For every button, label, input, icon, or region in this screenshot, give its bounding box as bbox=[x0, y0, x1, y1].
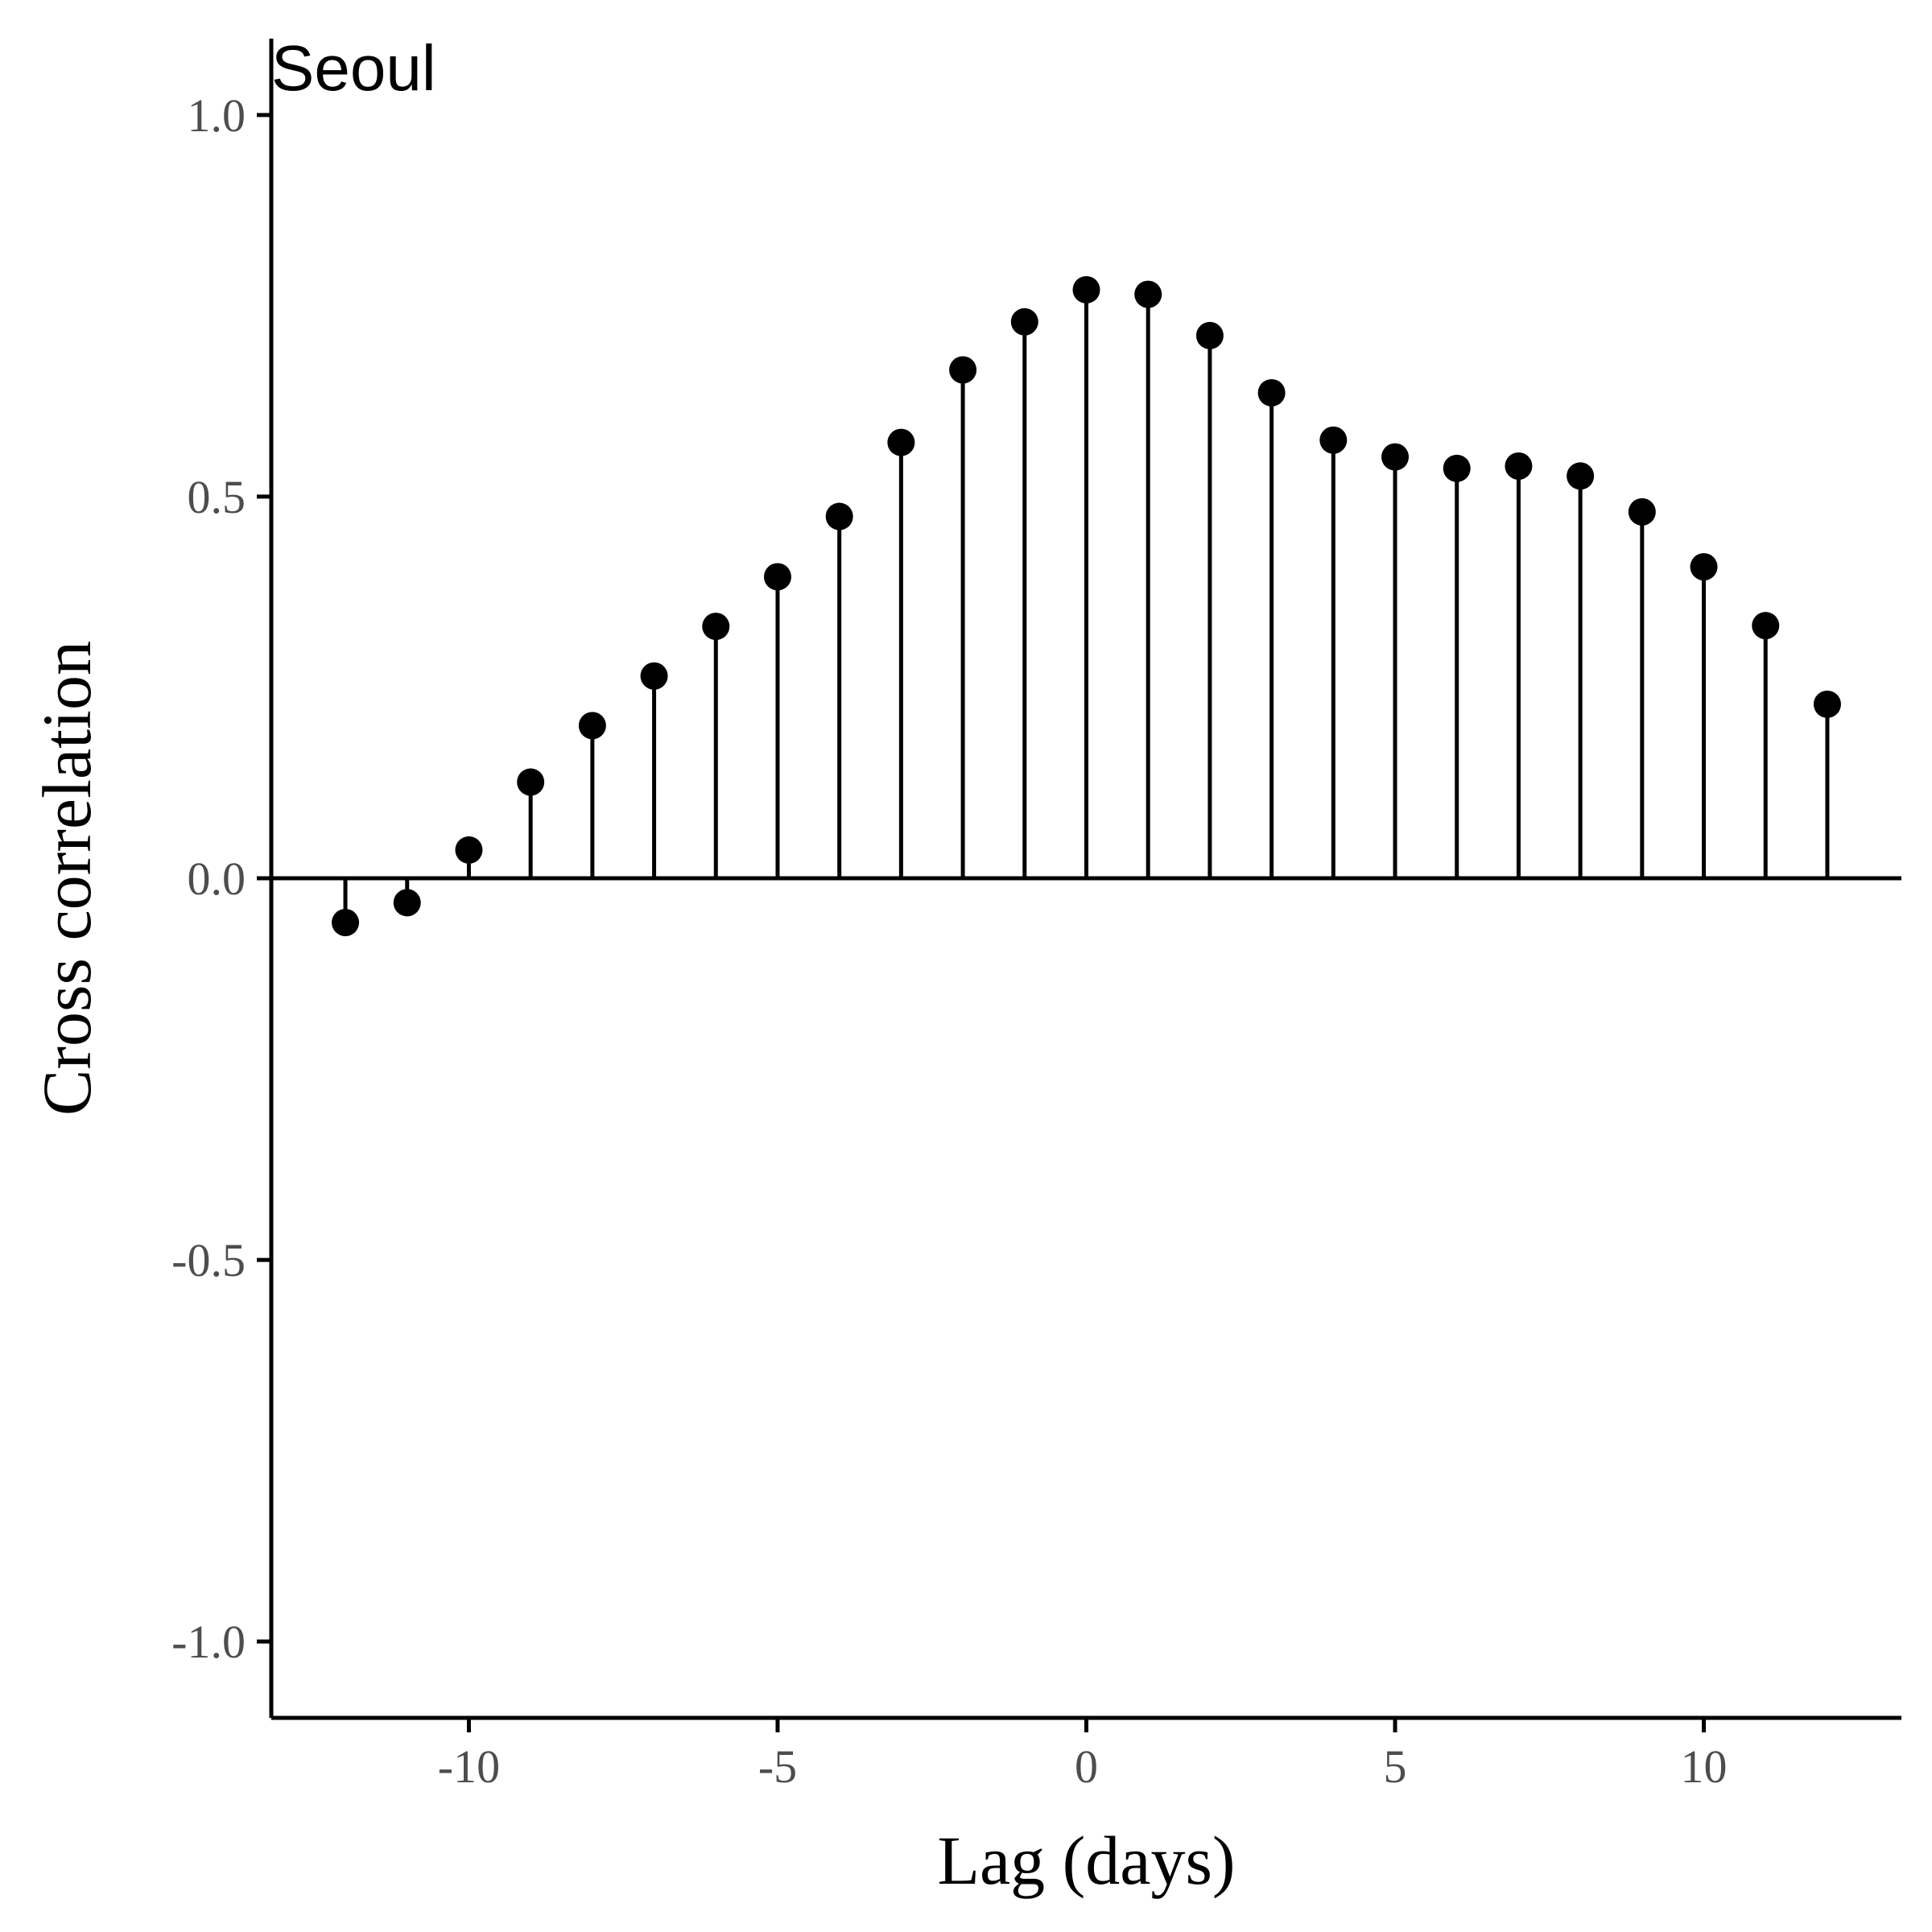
point-lag-1 bbox=[1134, 280, 1162, 308]
points-layer bbox=[332, 275, 1841, 936]
point-lag--8 bbox=[578, 712, 606, 740]
point-lag--1 bbox=[1010, 308, 1038, 336]
point-lag--10 bbox=[455, 836, 483, 864]
x-tick-label: 0 bbox=[1075, 1740, 1098, 1793]
x-axis-ticks: -10 -5 0 5 10 bbox=[438, 1718, 1728, 1793]
x-tick-label: -10 bbox=[438, 1740, 500, 1793]
point-lag--4 bbox=[825, 502, 853, 530]
point-lag-4 bbox=[1319, 426, 1348, 454]
point-lag-5 bbox=[1381, 443, 1410, 471]
point-lag--9 bbox=[517, 768, 545, 796]
point-lag-3 bbox=[1257, 378, 1286, 407]
point-lag-0 bbox=[1072, 275, 1100, 303]
y-tick-label: -0.5 bbox=[171, 1234, 246, 1286]
y-axis-ticks: -1.0 -0.5 0.0 0.5 1.0 bbox=[171, 89, 271, 1668]
x-tick-label: -5 bbox=[758, 1740, 797, 1793]
point-lag-11 bbox=[1752, 612, 1780, 640]
point-lag--12 bbox=[332, 908, 360, 936]
x-tick-label: 10 bbox=[1681, 1740, 1728, 1793]
point-lag-2 bbox=[1195, 321, 1224, 349]
point-lag-10 bbox=[1690, 553, 1718, 581]
y-tick-label: 0.0 bbox=[188, 852, 246, 905]
point-lag-9 bbox=[1628, 497, 1656, 526]
point-lag--5 bbox=[763, 563, 791, 591]
point-lag--11 bbox=[393, 889, 421, 917]
y-tick-label: 1.0 bbox=[188, 89, 246, 142]
y-tick-label: 0.5 bbox=[188, 471, 246, 523]
point-lag--2 bbox=[949, 356, 977, 384]
panel-tag-label: Seoul bbox=[271, 32, 436, 104]
x-axis-title: Lag (days) bbox=[937, 1822, 1235, 1899]
point-lag--3 bbox=[887, 428, 915, 456]
point-lag-6 bbox=[1443, 454, 1471, 482]
stems-layer bbox=[343, 289, 1830, 923]
y-tick-label: -1.0 bbox=[171, 1616, 246, 1668]
point-lag-12 bbox=[1813, 690, 1841, 718]
y-axis-title: Cross correlation bbox=[28, 641, 105, 1116]
point-lag-8 bbox=[1567, 462, 1595, 490]
point-lag-7 bbox=[1505, 452, 1533, 480]
point-lag--6 bbox=[702, 613, 730, 641]
x-tick-label: 5 bbox=[1384, 1740, 1407, 1793]
point-lag--7 bbox=[640, 662, 668, 690]
